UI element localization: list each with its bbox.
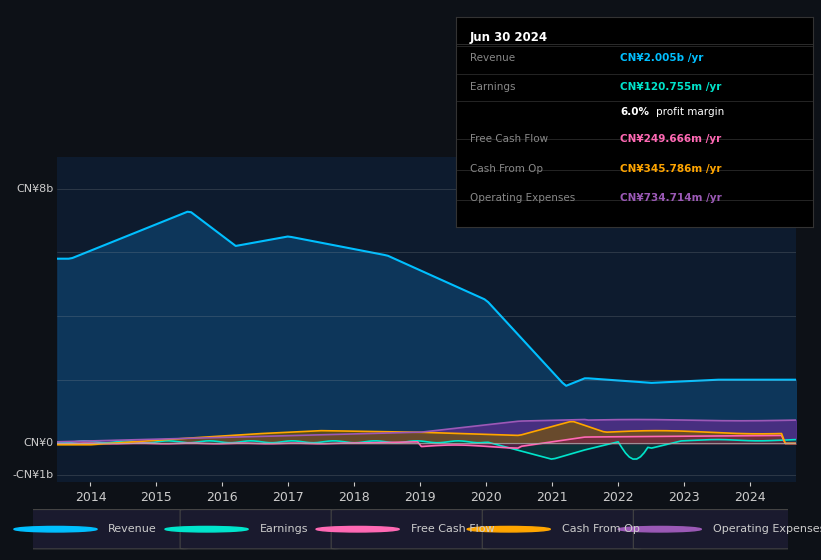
Text: Free Cash Flow: Free Cash Flow <box>410 524 494 534</box>
Text: CN¥120.755m /yr: CN¥120.755m /yr <box>620 82 722 92</box>
Circle shape <box>467 526 550 532</box>
FancyBboxPatch shape <box>180 510 339 549</box>
Text: CN¥734.714m /yr: CN¥734.714m /yr <box>620 193 722 203</box>
Text: CN¥8b: CN¥8b <box>16 184 54 194</box>
Text: Revenue: Revenue <box>108 524 157 534</box>
FancyBboxPatch shape <box>331 510 490 549</box>
FancyBboxPatch shape <box>29 510 188 549</box>
Text: CN¥2.005b /yr: CN¥2.005b /yr <box>620 53 704 63</box>
Circle shape <box>316 526 399 532</box>
Text: Operating Expenses: Operating Expenses <box>713 524 821 534</box>
Text: -CN¥1b: -CN¥1b <box>12 470 54 480</box>
Text: Revenue: Revenue <box>470 53 515 63</box>
Text: CN¥345.786m /yr: CN¥345.786m /yr <box>620 164 722 174</box>
Text: CN¥249.666m /yr: CN¥249.666m /yr <box>620 134 721 144</box>
Text: Operating Expenses: Operating Expenses <box>470 193 576 203</box>
Text: Cash From Op: Cash From Op <box>470 164 543 174</box>
Text: Cash From Op: Cash From Op <box>562 524 640 534</box>
Text: Jun 30 2024: Jun 30 2024 <box>470 31 548 44</box>
Text: Earnings: Earnings <box>470 82 516 92</box>
Circle shape <box>14 526 97 532</box>
Circle shape <box>165 526 248 532</box>
Circle shape <box>618 526 701 532</box>
Text: 6.0%: 6.0% <box>620 107 649 117</box>
Text: profit margin: profit margin <box>656 107 724 117</box>
Text: CN¥0: CN¥0 <box>24 438 54 449</box>
FancyBboxPatch shape <box>633 510 792 549</box>
FancyBboxPatch shape <box>482 510 641 549</box>
Text: Earnings: Earnings <box>259 524 308 534</box>
Text: Free Cash Flow: Free Cash Flow <box>470 134 548 144</box>
